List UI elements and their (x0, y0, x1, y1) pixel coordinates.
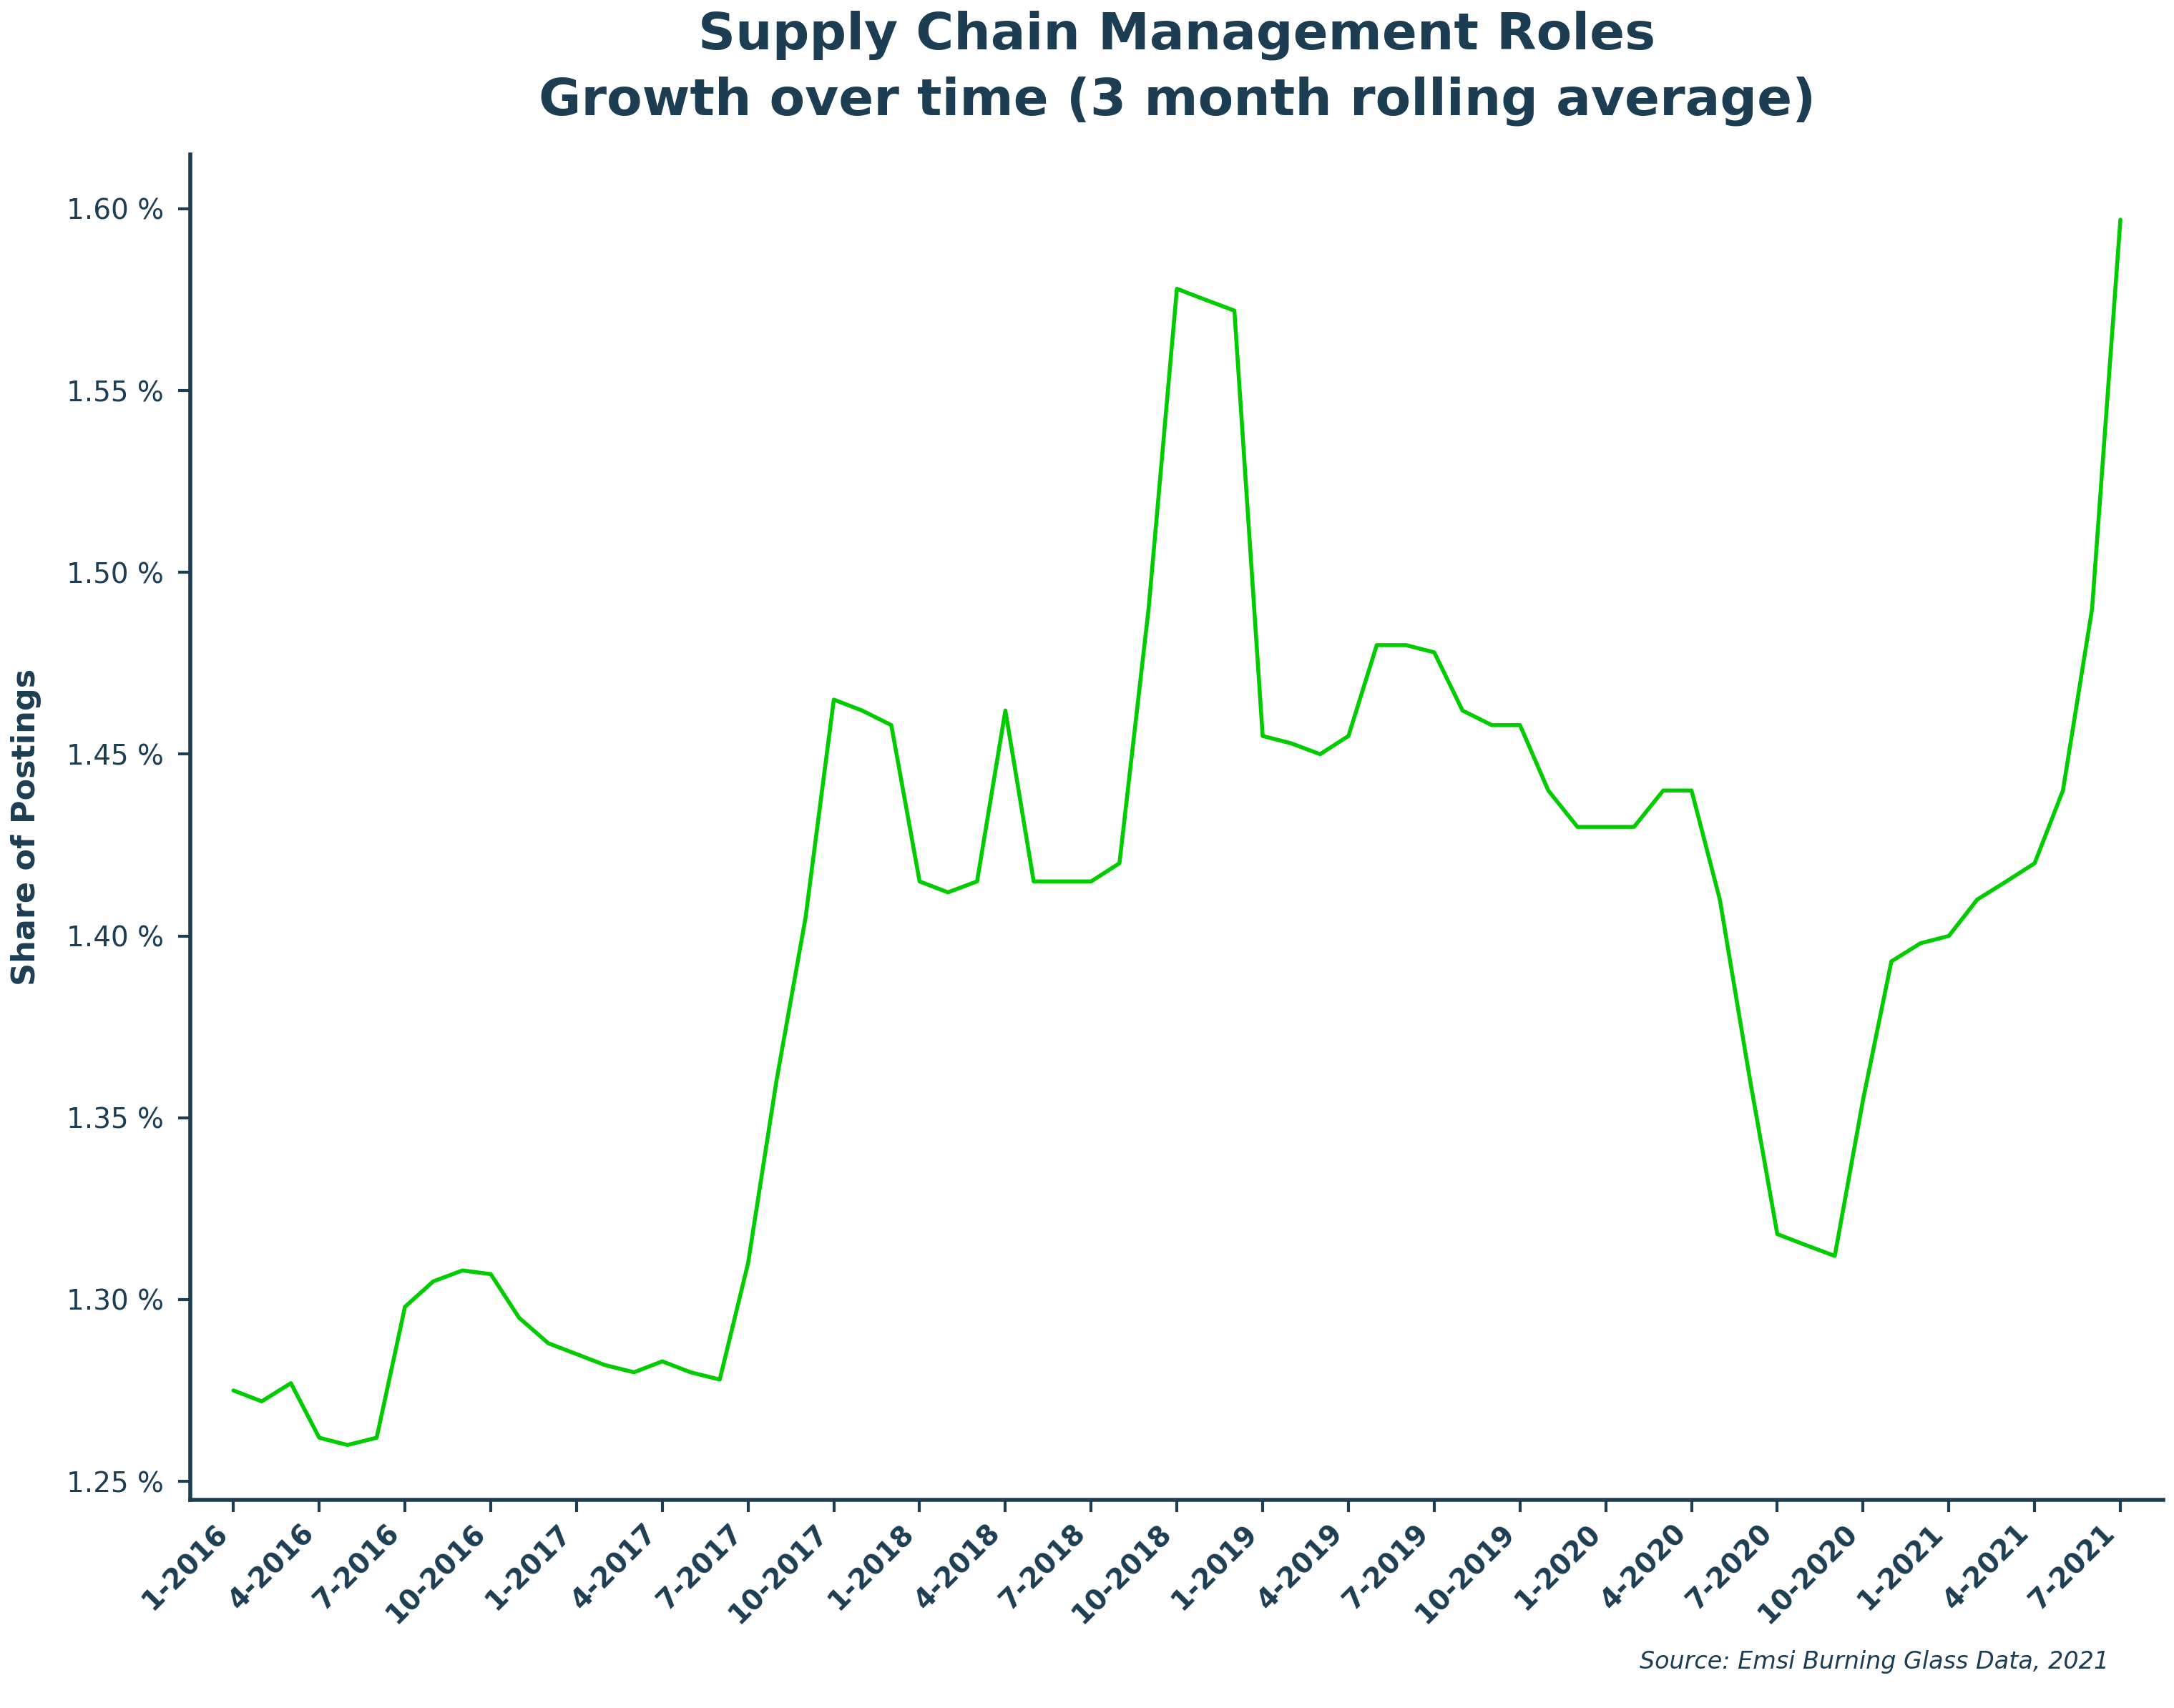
Y-axis label: Share of Postings: Share of Postings (11, 668, 41, 986)
Title: Supply Chain Management Roles
Growth over time (3 month rolling average): Supply Chain Management Roles Growth ove… (539, 10, 1815, 126)
Text: Source: Emsi Burning Glass Data, 2021: Source: Emsi Burning Glass Data, 2021 (1639, 1650, 2109, 1674)
